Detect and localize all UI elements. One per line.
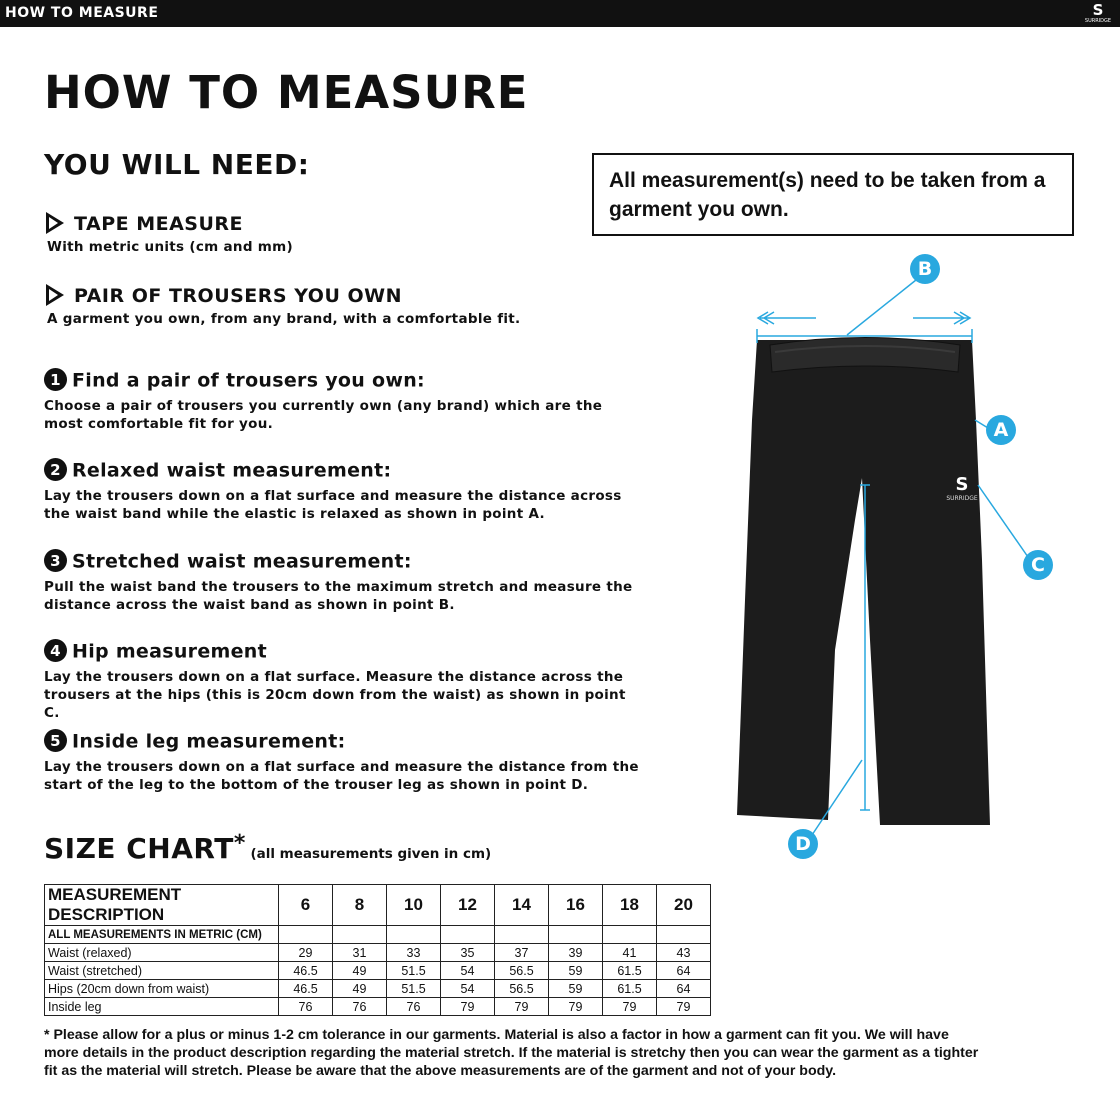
you-will-need-heading: YOU WILL NEED: — [44, 148, 310, 181]
garment-logo-mark: S — [956, 474, 969, 495]
step-description: Lay the trousers down on a flat surface.… — [44, 669, 626, 721]
size-chart-table: MEASUREMENT DESCRIPTION 6 8 10 12 14 16 18 20 AL… — [44, 884, 711, 1016]
step-description: Lay the trousers down on a flat surface … — [44, 759, 639, 793]
step-description: Pull the waist band the trousers to the … — [44, 579, 633, 613]
point-c-badge: C — [1023, 550, 1053, 580]
page-title: HOW TO MEASURE — [44, 66, 529, 119]
play-triangle-icon — [46, 212, 64, 234]
point-a-badge: A — [986, 415, 1016, 445]
table-cell: 51.5 — [386, 979, 441, 998]
table-cell: Waist (relaxed) — [44, 943, 279, 962]
table-row: Hips (20cm down from waist) 46.5 49 51.5 54 5… — [44, 979, 711, 998]
table-cell: 79 — [494, 997, 549, 1016]
step-heading: 5 Inside leg measurement: — [44, 729, 346, 753]
note-box: All measurement(s) need to be taken from… — [592, 153, 1074, 236]
table-header-cell: 10 — [386, 884, 441, 926]
table-cell: 46.5 — [278, 979, 333, 998]
play-triangle-icon — [46, 284, 64, 306]
need-item-desc: With metric units (cm and mm) — [47, 239, 294, 255]
table-cell: 76 — [278, 997, 333, 1016]
table-cell: 76 — [386, 997, 441, 1016]
footnote: * Please allow for a plus or minus 1-2 c… — [44, 1027, 979, 1079]
table-cell: 56.5 — [494, 961, 549, 980]
table-cell: 59 — [548, 979, 603, 998]
table-cell: Inside leg — [44, 997, 279, 1016]
measurement-lines — [756, 279, 1029, 836]
step-heading: 2 Relaxed waist measurement: — [44, 458, 391, 482]
step-number-icon: 1 — [44, 368, 67, 391]
table-cell: 39 — [548, 943, 603, 962]
table-cell: 79 — [602, 997, 657, 1016]
step-heading: 3 Stretched waist measurement: — [44, 549, 412, 573]
table-header-cell: 8 — [332, 884, 387, 926]
table-row: Waist (relaxed) 29 31 33 35 37 39 41 43 — [44, 943, 711, 962]
table-subheader: ALL MEASUREMENTS IN METRIC (CM) — [44, 925, 279, 944]
table-cell: Waist (stretched) — [44, 961, 279, 980]
point-b-badge: B — [910, 254, 940, 284]
surridge-logo: S SURRIDGE — [1084, 1, 1112, 24]
table-cell: 43 — [656, 943, 711, 962]
table-cell: 79 — [440, 997, 495, 1016]
step-number-icon: 3 — [44, 549, 67, 572]
need-item-desc: A garment you own, from any brand, with … — [47, 311, 521, 327]
table-header-cell: 18 — [602, 884, 657, 926]
table-cell: 54 — [440, 961, 495, 980]
top-bar-title: HOW TO MEASURE — [5, 5, 159, 21]
step-description: Lay the trousers down on a flat surface … — [44, 488, 622, 522]
table-cell: 79 — [656, 997, 711, 1016]
top-bar: HOW TO MEASURE S SURRIDGE — [0, 0, 1120, 27]
size-chart-heading: SIZE CHART* (all measurements given in c… — [44, 831, 492, 865]
step-heading: 1 Find a pair of trousers you own: — [44, 368, 425, 392]
table-cell: 76 — [332, 997, 387, 1016]
waistband — [769, 337, 961, 373]
need-item-trousers: PAIR OF TROUSERS YOU OWN — [46, 284, 402, 307]
step-heading: 4 Hip measurement — [44, 639, 267, 663]
table-cell: Hips (20cm down from waist) — [44, 979, 279, 998]
table-cell: 61.5 — [602, 961, 657, 980]
step-number-icon: 5 — [44, 729, 67, 752]
table-cell: 56.5 — [494, 979, 549, 998]
garment-logo-text: SURRIDGE — [946, 495, 978, 502]
step-description: Choose a pair of trousers you currently … — [44, 398, 603, 432]
trousers-image — [737, 340, 990, 825]
table-cell: 29 — [278, 943, 333, 962]
point-d-badge: D — [788, 829, 818, 859]
table-header-cell: 16 — [548, 884, 603, 926]
table-row: Inside leg 76 76 76 79 79 79 79 79 — [44, 997, 711, 1016]
need-item-tape: TAPE MEASURE — [46, 212, 243, 235]
table-header-cell: MEASUREMENT DESCRIPTION — [44, 884, 279, 926]
step-number-icon: 4 — [44, 639, 67, 662]
step-number-icon: 2 — [44, 458, 67, 481]
table-header-cell: 20 — [656, 884, 711, 926]
